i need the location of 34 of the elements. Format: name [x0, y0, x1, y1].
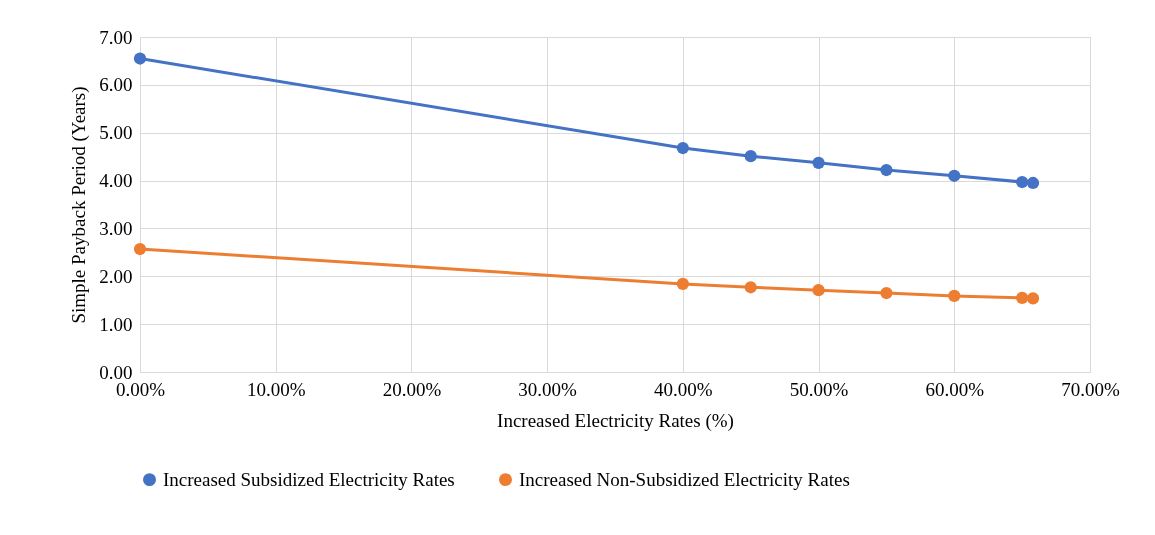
point	[948, 289, 961, 303]
x-tick-label: 60.00%	[925, 378, 985, 400]
point	[880, 163, 893, 177]
point	[1016, 175, 1029, 189]
point	[948, 169, 961, 182]
x-tick-label: 50.00%	[789, 378, 849, 400]
point	[812, 156, 825, 169]
y-tick-label: 2.00	[99, 265, 133, 287]
point	[676, 277, 689, 291]
legend-label: Increased Non-Subsidized Electricity Rates	[519, 468, 850, 490]
point	[1026, 176, 1040, 190]
point	[812, 284, 825, 297]
y-tick-label: 5.00	[99, 122, 133, 144]
x-tick-label: 10.00%	[246, 378, 306, 400]
point	[133, 52, 147, 65]
x-tick-label: 40.00%	[654, 378, 713, 400]
point	[676, 141, 689, 155]
point	[744, 150, 757, 163]
y-tick-label: 1.00	[99, 313, 133, 335]
point	[880, 286, 893, 300]
point	[744, 281, 757, 294]
x-tick-label: 30.00%	[518, 378, 578, 400]
point	[1016, 291, 1029, 304]
point	[1026, 292, 1040, 305]
point	[133, 242, 147, 256]
y-tick-label: 4.00	[99, 170, 133, 192]
y-tick-label: 3.00	[99, 217, 133, 239]
legend-label: Increased Subsidized Electricity Rates	[163, 468, 455, 490]
x-tick-label: 20.00%	[382, 378, 442, 400]
y-axis-title: Simple Payback Period (Years)	[68, 86, 91, 324]
x-tick-label: 70.00%	[1061, 378, 1120, 400]
x-axis-title: Increased Electricity Rates (%)	[497, 409, 734, 432]
y-tick-label: 6.00	[99, 74, 133, 96]
y-tick-label: 7.00	[99, 26, 133, 48]
